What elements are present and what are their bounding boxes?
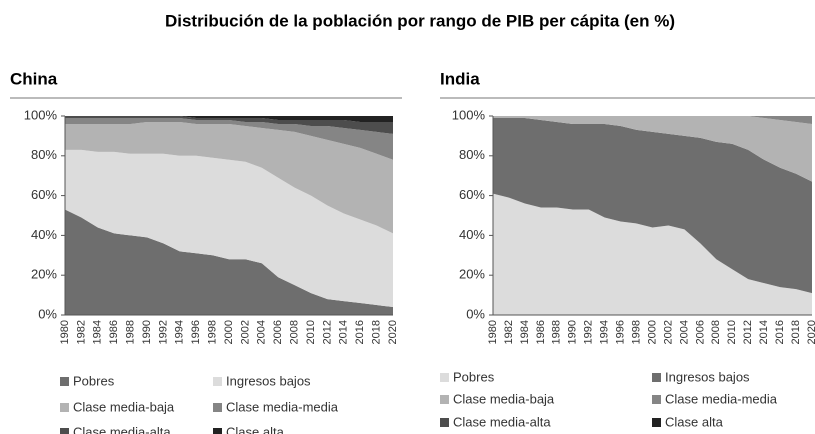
legend-label: Clase alta: [665, 414, 724, 429]
legend-label: Clase media-media: [226, 399, 339, 414]
x-tick-label: 2020: [806, 320, 815, 344]
page-title: Distribución de la población por rango d…: [165, 11, 675, 30]
x-tick-label: 1994: [599, 320, 611, 344]
chart-title: China: [10, 69, 58, 88]
legend-swatch: [60, 403, 69, 412]
legend-label: Clase media-baja: [453, 391, 555, 406]
y-tick-label: 100%: [452, 107, 486, 122]
x-tick-label: 1984: [92, 320, 104, 344]
x-tick-label: 1996: [615, 320, 627, 344]
x-tick-label: 2004: [256, 320, 268, 344]
x-tick-label: 1994: [174, 320, 186, 344]
legend-label: Clase media-baja: [73, 399, 175, 414]
x-tick-label: 1992: [157, 320, 169, 344]
area: [65, 121, 393, 234]
legend-swatch: [213, 403, 222, 412]
x-tick-label: 2020: [387, 320, 399, 344]
legend-label: Ingresos bajos: [665, 369, 750, 384]
x-tick-label: 2010: [726, 320, 738, 344]
x-tick-label: 2006: [272, 320, 284, 344]
legend-label: Clase media-media: [665, 391, 778, 406]
x-tick-label: 1988: [125, 320, 137, 344]
x-tick-label: 1980: [59, 320, 71, 344]
y-tick-label: 0%: [38, 306, 57, 321]
legend-label: Pobres: [73, 373, 115, 388]
x-tick-label: 2006: [694, 320, 706, 344]
area: [493, 116, 812, 124]
x-tick-label: 1986: [535, 320, 547, 344]
legend-swatch: [652, 418, 661, 427]
x-tick-label: 1986: [108, 320, 120, 344]
legend-label: Ingresos bajos: [226, 373, 311, 388]
area: [65, 209, 393, 315]
legend-label: Clase media-alta: [453, 414, 551, 429]
x-tick-label: 2016: [354, 320, 366, 344]
area: [493, 116, 812, 182]
x-tick-label: 1998: [207, 320, 219, 344]
x-tick-label: 2004: [678, 320, 690, 344]
legend-swatch: [652, 395, 661, 404]
x-tick-label: 2012: [742, 320, 754, 344]
x-tick-label: 2012: [321, 320, 333, 344]
y-tick-label: 20%: [459, 267, 485, 282]
x-tick-label: 2010: [305, 320, 317, 344]
x-tick-label: 2016: [774, 320, 786, 344]
legend-label: Clase media-alta: [73, 424, 171, 434]
x-tick-label: 1998: [630, 320, 642, 344]
x-tick-label: 1982: [75, 320, 87, 344]
y-tick-label: 0%: [466, 306, 485, 321]
y-tick-label: 80%: [31, 147, 57, 162]
legend-swatch: [440, 373, 449, 382]
y-tick-label: 20%: [31, 267, 57, 282]
y-tick-label: 40%: [459, 227, 485, 242]
x-tick-label: 1996: [190, 320, 202, 344]
legend-swatch: [60, 428, 69, 434]
x-tick-label: 2002: [239, 320, 251, 344]
legend-swatch: [213, 428, 222, 434]
area: [65, 116, 393, 134]
area: [65, 117, 393, 160]
x-tick-label: 2018: [790, 320, 802, 344]
y-tick-label: 60%: [31, 187, 57, 202]
legend-swatch: [440, 395, 449, 404]
area: [65, 116, 393, 122]
x-tick-label: 2000: [646, 320, 658, 344]
legend-swatch: [440, 418, 449, 427]
x-tick-label: 1992: [583, 320, 595, 344]
area: [65, 149, 393, 308]
y-tick-label: 60%: [459, 187, 485, 202]
x-tick-label: 2000: [223, 320, 235, 344]
y-tick-label: 80%: [459, 147, 485, 162]
legend-label: Pobres: [453, 369, 495, 384]
area: [493, 193, 812, 315]
x-tick-label: 2008: [289, 320, 301, 344]
x-tick-label: 2014: [338, 320, 350, 344]
x-tick-label: 1982: [503, 320, 515, 344]
area: [493, 117, 812, 294]
legend-swatch: [652, 373, 661, 382]
x-tick-label: 1980: [487, 320, 499, 344]
legend-label: Clase alta: [226, 424, 285, 434]
x-tick-label: 2002: [662, 320, 674, 344]
x-tick-label: 2018: [371, 320, 383, 344]
x-tick-label: 2008: [710, 320, 722, 344]
x-tick-label: 1990: [141, 320, 153, 344]
legend-swatch: [213, 377, 222, 386]
x-tick-label: 1990: [567, 320, 579, 344]
x-tick-label: 1984: [519, 320, 531, 344]
x-tick-label: 1988: [551, 320, 563, 344]
y-tick-label: 100%: [24, 107, 58, 122]
legend-swatch: [60, 377, 69, 386]
y-tick-label: 40%: [31, 227, 57, 242]
x-tick-label: 2014: [758, 320, 770, 344]
chart-title: India: [440, 69, 480, 88]
